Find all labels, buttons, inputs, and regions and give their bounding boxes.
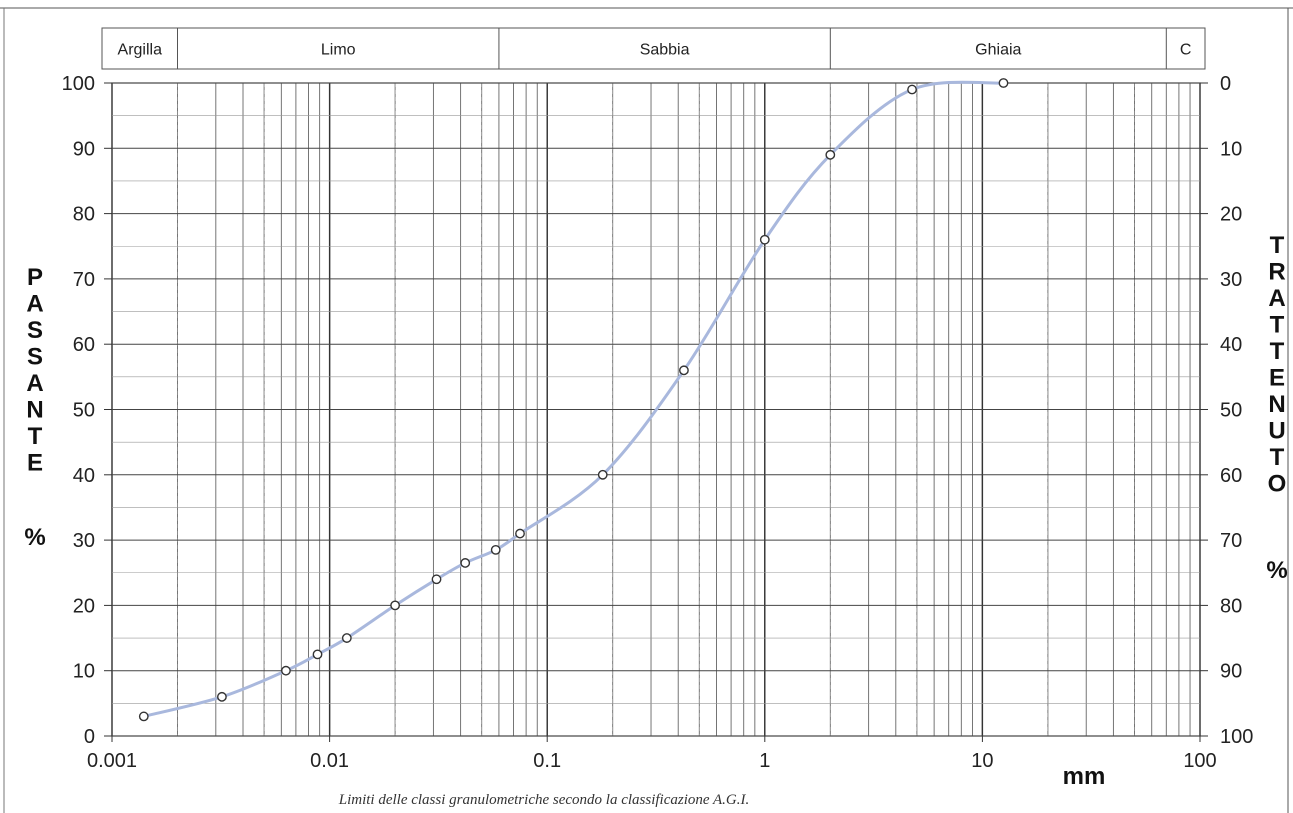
right-axis-letter: U (1268, 418, 1285, 445)
data-point (312, 649, 323, 660)
data-point (431, 574, 442, 585)
right-axis-letter: T (1270, 232, 1285, 259)
data-point (460, 558, 471, 568)
right-axis-letter: N (1268, 391, 1285, 418)
x-tick-label: 1 (759, 750, 770, 772)
data-point (825, 149, 836, 160)
data-point (759, 234, 770, 245)
data-point (390, 600, 401, 611)
right-axis-letter: R (1268, 259, 1285, 286)
data-point (679, 365, 689, 376)
data-point (998, 78, 1009, 88)
y-tick-label-right: 20 (1220, 204, 1242, 226)
x-tick-label: 0.001 (87, 750, 137, 772)
data-point (138, 711, 149, 722)
y-tick-label-left: 100 (62, 73, 95, 95)
y-tick-label-right: 40 (1220, 334, 1242, 356)
left-axis-unit: % (24, 524, 45, 551)
y-tick-label-right: 30 (1220, 269, 1242, 291)
x-tick-label: 0.1 (533, 750, 561, 772)
y-tick-label-left: 80 (73, 204, 95, 226)
y-tick-label-right: 80 (1220, 595, 1242, 617)
class-band-frame (101, 27, 1206, 70)
x-axis-unit: mm (1063, 763, 1106, 790)
axes: 0.001 0.01 0.1 1 10 1001009080706050403020100… (62, 73, 1254, 772)
y-tick-label-left: 70 (73, 269, 95, 291)
class-label: C (1180, 42, 1192, 59)
left-axis-letter: T (28, 423, 43, 450)
grid (111, 82, 1201, 737)
y-tick-label-right: 0 (1220, 73, 1231, 95)
right-axis-unit: % (1266, 557, 1287, 584)
right-axis-letter: T (1270, 444, 1285, 471)
y-tick-label-left: 30 (73, 530, 95, 552)
left-axis-letter: S (27, 317, 43, 344)
data-point (597, 469, 608, 480)
left-axis-letter: S (27, 344, 43, 371)
series-layer (138, 78, 1009, 722)
data-point (490, 544, 501, 555)
left-axis-letter: N (26, 397, 43, 424)
left-axis-letter: A (26, 370, 43, 397)
y-tick-label-right: 60 (1220, 465, 1242, 487)
y-tick-label-right: 100 (1220, 726, 1253, 748)
x-tick-label: 10 (971, 750, 993, 772)
right-axis-letter: O (1268, 471, 1287, 498)
data-point (281, 665, 291, 676)
y-tick-label-left: 0 (84, 726, 95, 748)
y-tick-label-left: 90 (73, 138, 95, 160)
right-axis-letter: E (1269, 365, 1285, 392)
right-axis-letter: A (1268, 285, 1285, 312)
class-band: Argilla Limo Sabbia Ghiaia C (101, 27, 1206, 70)
class-label: Sabbia (640, 42, 690, 59)
data-point (217, 691, 227, 702)
left-axis-letter: A (26, 291, 43, 318)
data-point (341, 633, 352, 643)
series-line (142, 80, 1005, 718)
y-tick-label-right: 10 (1220, 138, 1242, 160)
y-tick-label-left: 10 (73, 661, 95, 683)
data-point (515, 528, 525, 539)
y-tick-label-left: 60 (73, 334, 95, 356)
y-tick-label-left: 40 (73, 465, 95, 487)
right-axis-letter: T (1270, 312, 1285, 339)
data-point (907, 84, 917, 95)
left-axis-letter: P (27, 264, 43, 291)
x-tick-label: 0.01 (310, 750, 349, 772)
class-label: Argilla (118, 42, 163, 59)
y-tick-label-left: 20 (73, 595, 95, 617)
class-label: Ghiaia (975, 42, 1021, 59)
classification-footnote: Limiti delle classi granulometriche seco… (338, 792, 750, 808)
y-tick-label-left: 50 (73, 400, 95, 422)
y-tick-label-right: 90 (1220, 661, 1242, 683)
y-tick-label-right: 50 (1220, 400, 1242, 422)
class-label: Limo (321, 42, 356, 59)
right-axis-letter: T (1270, 338, 1285, 365)
left-axis-letter: E (27, 450, 43, 477)
x-tick-label: 100 (1183, 750, 1216, 772)
y-tick-label-right: 70 (1220, 530, 1242, 552)
